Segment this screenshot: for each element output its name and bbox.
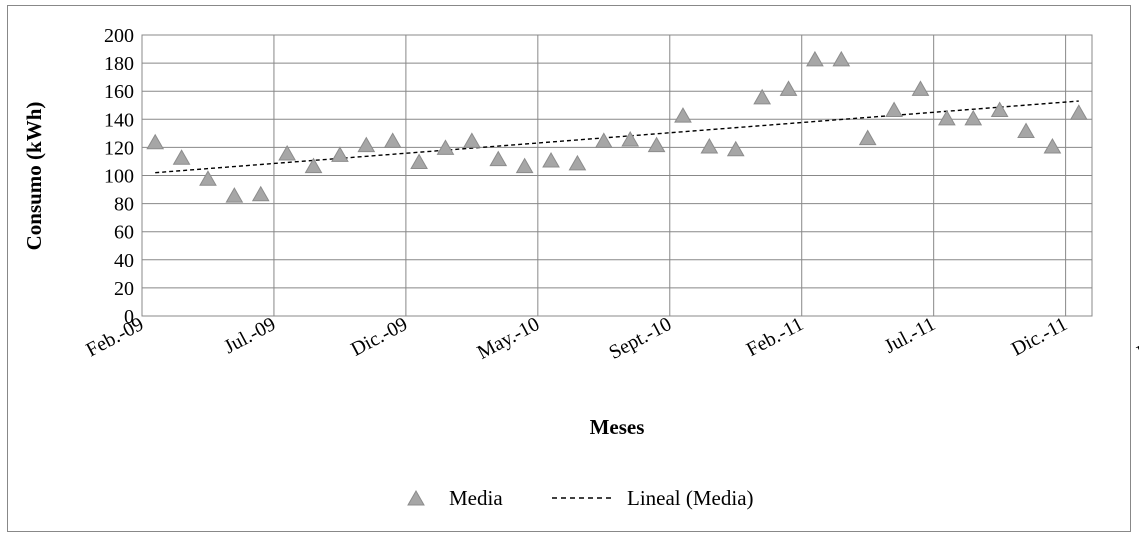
x-tick-label: Jul.-11 bbox=[881, 313, 939, 358]
series-media-markers bbox=[146, 50, 1088, 203]
data-point-media bbox=[410, 153, 428, 169]
data-point-media bbox=[647, 136, 666, 153]
x-axis-tick-labels: Feb.-09 Jul.-09 Dic.-09 May.-10 Sept.-10 Feb.… bbox=[83, 313, 1139, 364]
data-point-media bbox=[172, 149, 191, 165]
data-point-media bbox=[937, 109, 956, 126]
y-tick-label: 120 bbox=[104, 137, 134, 159]
data-point-media bbox=[146, 133, 165, 150]
x-tick-label: Feb.-09 bbox=[83, 313, 148, 361]
x-tick-label: Sept.-10 bbox=[605, 313, 675, 364]
data-point-media bbox=[383, 132, 402, 148]
x-tick-label: May.-12 bbox=[1133, 313, 1139, 364]
horizontal-gridlines bbox=[142, 34, 1092, 317]
data-point-media bbox=[1017, 122, 1035, 139]
x-tick-label: Feb.-11 bbox=[743, 313, 807, 361]
data-point-media bbox=[1069, 104, 1088, 120]
data-point-media bbox=[278, 145, 297, 161]
y-tick-label: 60 bbox=[114, 222, 134, 244]
data-point-media bbox=[462, 132, 481, 148]
data-point-media bbox=[199, 170, 217, 186]
data-point-media bbox=[1043, 137, 1062, 154]
data-point-media bbox=[331, 146, 349, 162]
x-tick-label: Dic.-09 bbox=[347, 313, 411, 361]
data-point-media bbox=[700, 137, 719, 154]
data-point-media bbox=[568, 154, 587, 171]
y-tick-label: 100 bbox=[104, 166, 134, 188]
data-point-media bbox=[515, 157, 534, 174]
x-tick-label: Dic.-11 bbox=[1008, 313, 1071, 360]
data-point-media bbox=[542, 152, 560, 168]
plot-area-border bbox=[141, 34, 1093, 317]
data-point-media bbox=[806, 50, 824, 67]
legend: Media Lineal (Media) bbox=[407, 486, 754, 510]
y-tick-label: 140 bbox=[104, 109, 134, 131]
y-tick-label: 80 bbox=[114, 194, 134, 216]
x-tick-label: Jul.-09 bbox=[220, 313, 279, 358]
data-point-media bbox=[304, 157, 323, 174]
legend-label-media: Media bbox=[449, 486, 503, 510]
data-point-media bbox=[225, 187, 244, 203]
data-point-media bbox=[726, 140, 745, 157]
legend-label-lineal-media: Lineal (Media) bbox=[627, 486, 754, 510]
data-point-media bbox=[885, 101, 903, 117]
data-point-media bbox=[832, 50, 851, 67]
data-point-media bbox=[251, 185, 270, 202]
y-tick-label: 200 bbox=[104, 25, 134, 47]
data-point-media bbox=[911, 80, 930, 96]
data-point-media bbox=[779, 80, 798, 96]
data-point-media bbox=[674, 107, 692, 123]
y-axis-title: Consumo (kWh) bbox=[22, 102, 46, 251]
y-tick-label: 0 bbox=[124, 306, 134, 328]
x-tick-label: May.-10 bbox=[474, 313, 544, 364]
y-axis-tick-labels: 0 20 40 60 80 100 120 140 160 180 200 bbox=[104, 25, 134, 328]
data-point-media bbox=[753, 88, 772, 105]
trend-line-lineal-media bbox=[155, 100, 1079, 174]
chart-frame bbox=[7, 5, 1131, 532]
data-point-media bbox=[357, 136, 376, 153]
data-point-media bbox=[858, 129, 877, 146]
y-tick-label: 40 bbox=[114, 250, 134, 272]
data-point-media bbox=[964, 109, 983, 126]
x-axis-title: Meses bbox=[590, 415, 645, 439]
data-point-media bbox=[621, 130, 640, 147]
y-tick-label: 160 bbox=[104, 81, 134, 103]
data-point-media bbox=[436, 139, 455, 155]
data-point-media bbox=[990, 101, 1009, 117]
data-point-media bbox=[594, 132, 613, 148]
y-tick-label: 180 bbox=[104, 53, 134, 75]
data-point-media bbox=[489, 150, 508, 167]
y-tick-label: 20 bbox=[114, 278, 134, 300]
legend-marker-media bbox=[407, 489, 425, 506]
